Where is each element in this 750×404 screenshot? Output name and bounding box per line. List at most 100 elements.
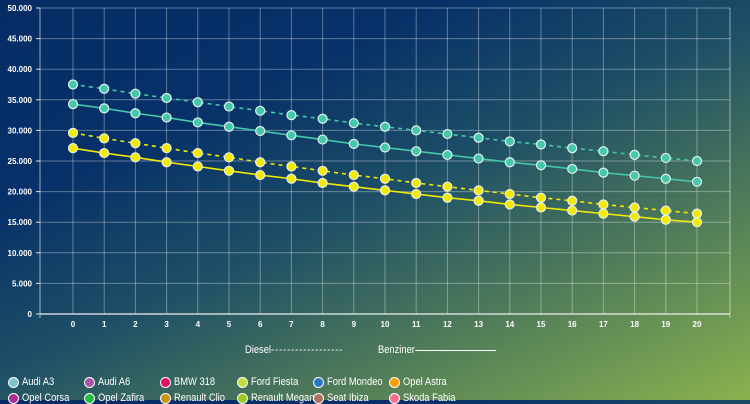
data-point xyxy=(535,160,547,171)
x-tick-label: 7 xyxy=(289,320,294,329)
data-point xyxy=(161,157,172,168)
legend-dot-icon xyxy=(236,392,248,404)
x-tick-label: 17 xyxy=(599,320,608,329)
y-tick-label: 10.000 xyxy=(8,249,33,258)
x-tick-label: 6 xyxy=(258,320,263,329)
x-tick-label: 0 xyxy=(71,320,76,329)
legend-label: Renault Clio xyxy=(174,392,226,404)
data-point xyxy=(223,121,235,132)
data-point xyxy=(567,163,578,175)
y-tick-label: 5.000 xyxy=(12,279,33,288)
data-point xyxy=(379,173,391,184)
legend-item[interactable]: Seat Ibiza xyxy=(312,392,376,404)
data-point xyxy=(348,117,359,129)
legend-label: Renault Megane xyxy=(250,392,320,404)
data-point xyxy=(598,146,609,157)
x-tick-label: 12 xyxy=(443,320,452,329)
y-tick-label: 15.000 xyxy=(8,218,33,227)
legend-label: Ford Mondeo xyxy=(326,376,383,388)
x-tick-label: 4 xyxy=(196,320,201,329)
data-point xyxy=(192,147,203,159)
data-point xyxy=(567,143,578,154)
legend-label: Audi A3 xyxy=(22,376,55,388)
data-point xyxy=(629,202,640,213)
data-point xyxy=(535,139,547,150)
legend-item[interactable]: Opel Astra xyxy=(389,376,454,388)
data-point xyxy=(255,105,266,116)
diesel-label: Diesel xyxy=(245,344,271,356)
data-point xyxy=(161,143,172,154)
data-point xyxy=(567,205,578,216)
x-tick-label: 3 xyxy=(164,320,169,329)
legend-item[interactable]: Ford Fiesta xyxy=(236,376,307,388)
data-point xyxy=(317,134,328,145)
line-chart: 0 5.000 10.000 15.000 20.000 25.000 30.000 35.0… xyxy=(8,4,730,329)
legend-item[interactable]: Opel Corsa xyxy=(8,392,78,404)
data-point xyxy=(255,157,266,168)
data-point xyxy=(130,88,141,99)
y-tick-label: 0 xyxy=(28,310,33,319)
data-point xyxy=(130,152,141,163)
data-point xyxy=(379,142,391,153)
data-point xyxy=(192,161,203,172)
x-tick-label: 8 xyxy=(320,320,325,329)
legend-label: Opel Zafira xyxy=(98,392,145,404)
y-tick-label: 30.000 xyxy=(8,126,33,135)
data-point xyxy=(67,98,79,110)
data-point xyxy=(473,195,484,206)
data-point xyxy=(286,130,297,141)
legend-item[interactable]: Opel Zafira xyxy=(84,392,152,404)
data-point xyxy=(286,109,297,121)
data-point xyxy=(598,208,609,219)
x-tick-label: 11 xyxy=(412,320,421,329)
legend-dot-icon xyxy=(389,392,400,404)
data-point xyxy=(629,170,640,181)
data-point xyxy=(223,101,235,112)
data-point xyxy=(442,149,453,160)
data-point xyxy=(504,188,515,200)
data-point xyxy=(660,152,671,164)
legend-item[interactable]: Skoda Fabia xyxy=(389,392,465,404)
data-point xyxy=(161,112,172,123)
y-tick-label: 45.000 xyxy=(8,35,33,44)
data-point xyxy=(223,165,235,176)
data-point xyxy=(348,169,359,181)
benziner-legend: Benziner xyxy=(378,344,497,356)
data-point xyxy=(317,165,328,176)
x-tick-label: 13 xyxy=(474,320,483,329)
data-point xyxy=(629,211,640,222)
data-point xyxy=(535,192,547,203)
y-tick-label: 50.000 xyxy=(8,4,33,13)
data-point xyxy=(691,176,703,187)
x-tick-label: 1 xyxy=(102,320,107,329)
y-tick-label: 40.000 xyxy=(8,65,33,74)
x-tick-label: 16 xyxy=(568,320,577,329)
x-tick-label: 15 xyxy=(537,320,546,329)
legend-dot-icon xyxy=(84,392,96,404)
data-point xyxy=(660,205,671,216)
legend-dot-icon xyxy=(236,376,248,388)
data-point xyxy=(379,185,391,196)
data-point xyxy=(286,173,297,184)
data-point xyxy=(348,181,359,192)
legend-dot-icon xyxy=(312,376,324,388)
legend-item[interactable]: BMW 318 xyxy=(160,376,222,388)
legend-item[interactable]: Ford Mondeo xyxy=(312,376,392,388)
data-point xyxy=(629,149,640,160)
legend-dot-icon xyxy=(8,376,19,388)
data-point xyxy=(411,146,422,157)
data-point xyxy=(255,169,266,181)
legend-item[interactable]: Renault Clio xyxy=(160,392,234,404)
data-point xyxy=(255,125,266,137)
legend-item[interactable]: Audi A3 xyxy=(8,376,60,388)
legend-dot-icon xyxy=(160,376,172,388)
x-tick-label: 18 xyxy=(630,320,639,329)
data-point xyxy=(473,153,484,164)
x-tick-label: 5 xyxy=(227,320,232,329)
legend-item[interactable]: Audi A6 xyxy=(84,376,136,388)
data-point xyxy=(317,177,328,189)
diesel-legend: Diesel- - - - - - - - - - - - - - - - - … xyxy=(245,344,342,356)
legend-label: Opel Corsa xyxy=(22,392,70,404)
data-point xyxy=(99,103,110,114)
x-tick-label: 14 xyxy=(505,320,514,329)
